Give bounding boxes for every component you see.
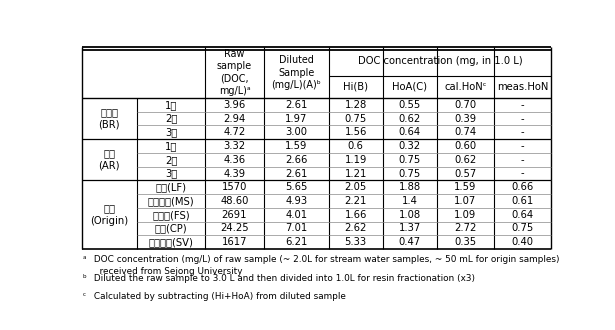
Text: 4.93: 4.93 — [285, 196, 308, 206]
Text: 1570: 1570 — [222, 182, 247, 192]
Text: 2차: 2차 — [165, 114, 177, 124]
Text: cal.HoNᶜ: cal.HoNᶜ — [444, 82, 486, 92]
Text: 수변식생(SV): 수변식생(SV) — [149, 237, 194, 247]
Text: 1.97: 1.97 — [285, 114, 308, 124]
Text: Raw
sample
(DOC,
mg/L)ᵃ: Raw sample (DOC, mg/L)ᵃ — [217, 49, 252, 96]
Text: 0.70: 0.70 — [454, 100, 477, 110]
Text: 5.33: 5.33 — [344, 237, 367, 247]
Text: 발토양(FS): 발토양(FS) — [153, 210, 190, 220]
Text: 2.72: 2.72 — [454, 223, 477, 233]
Text: 1.37: 1.37 — [399, 223, 421, 233]
Text: 2.61: 2.61 — [285, 169, 308, 179]
Text: 산림토양(MS): 산림토양(MS) — [148, 196, 194, 206]
Text: 0.40: 0.40 — [512, 237, 533, 247]
Text: Hi(B): Hi(B) — [343, 82, 368, 92]
Text: 5.65: 5.65 — [285, 182, 308, 192]
Text: 0.74: 0.74 — [454, 127, 477, 137]
Text: 0.62: 0.62 — [399, 114, 421, 124]
Text: 2차: 2차 — [165, 155, 177, 165]
Text: 2.05: 2.05 — [344, 182, 367, 192]
Text: 0.60: 0.60 — [454, 141, 477, 151]
Text: ᵇ: ᵇ — [82, 274, 86, 282]
Text: 1.59: 1.59 — [285, 141, 308, 151]
Text: 7.01: 7.01 — [285, 223, 308, 233]
Text: 1.21: 1.21 — [344, 169, 367, 179]
Text: DOC concentration (mg/L) of raw sample (~ 2.0L for stream water samples, ~ 50 mL: DOC concentration (mg/L) of raw sample (… — [91, 255, 560, 276]
Text: 0.66: 0.66 — [512, 182, 534, 192]
Text: -: - — [521, 169, 525, 179]
Text: ᵃ: ᵃ — [82, 255, 86, 264]
Text: 4.72: 4.72 — [223, 127, 245, 137]
Text: 1617: 1617 — [221, 237, 247, 247]
Text: 기원
(Origin): 기원 (Origin) — [90, 204, 129, 226]
Text: 0.39: 0.39 — [454, 114, 477, 124]
Text: 3차: 3차 — [165, 169, 177, 179]
Text: 0.75: 0.75 — [399, 155, 421, 165]
Text: 3.00: 3.00 — [285, 127, 308, 137]
Text: -: - — [521, 114, 525, 124]
Text: 1.08: 1.08 — [399, 210, 421, 220]
Text: 0.35: 0.35 — [454, 237, 477, 247]
Text: meas.HoN: meas.HoN — [497, 82, 548, 92]
Text: DOC concentration (mg, in 1.0 L): DOC concentration (mg, in 1.0 L) — [357, 56, 522, 66]
Text: -: - — [521, 155, 525, 165]
Text: 2691: 2691 — [221, 210, 247, 220]
Text: 0.55: 0.55 — [399, 100, 421, 110]
Text: 2.61: 2.61 — [285, 100, 308, 110]
Text: 1.59: 1.59 — [454, 182, 477, 192]
Text: Diluted the raw sample to 3.0 L and then divided into 1.0L for resin fractionati: Diluted the raw sample to 3.0 L and then… — [91, 274, 475, 282]
Text: Diluted
Sample
(mg/L)(A)ᵇ: Diluted Sample (mg/L)(A)ᵇ — [271, 55, 321, 90]
Text: 48.60: 48.60 — [220, 196, 248, 206]
Text: 1.4: 1.4 — [402, 196, 418, 206]
Text: 퇴비(CP): 퇴비(CP) — [155, 223, 188, 233]
Text: 0.32: 0.32 — [399, 141, 421, 151]
Text: 4.36: 4.36 — [223, 155, 245, 165]
Text: 낙엽(LF): 낙엽(LF) — [156, 182, 186, 192]
Text: 0.62: 0.62 — [454, 155, 477, 165]
Text: 0.61: 0.61 — [512, 196, 534, 206]
Text: 1.28: 1.28 — [344, 100, 367, 110]
Text: 강우
(AR): 강우 (AR) — [98, 148, 120, 171]
Text: 1.19: 1.19 — [344, 155, 367, 165]
Text: 2.21: 2.21 — [344, 196, 367, 206]
Text: 4.39: 4.39 — [223, 169, 245, 179]
Text: 0.64: 0.64 — [512, 210, 534, 220]
Text: 3.96: 3.96 — [223, 100, 245, 110]
Text: 1차: 1차 — [165, 141, 177, 151]
Text: 2.94: 2.94 — [223, 114, 245, 124]
Text: 0.64: 0.64 — [399, 127, 421, 137]
Text: 1.09: 1.09 — [454, 210, 477, 220]
Text: 0.75: 0.75 — [344, 114, 367, 124]
Text: Calculated by subtracting (Hi+HoA) from diluted sample: Calculated by subtracting (Hi+HoA) from … — [91, 292, 346, 301]
Text: 4.01: 4.01 — [285, 210, 308, 220]
Text: 2.62: 2.62 — [344, 223, 367, 233]
Text: 1.66: 1.66 — [344, 210, 367, 220]
Text: -: - — [521, 141, 525, 151]
Text: 2.66: 2.66 — [285, 155, 308, 165]
Text: 6.21: 6.21 — [285, 237, 308, 247]
Text: 24.25: 24.25 — [220, 223, 248, 233]
Text: 1.07: 1.07 — [454, 196, 477, 206]
Text: 0.75: 0.75 — [512, 223, 534, 233]
Text: 0.75: 0.75 — [399, 169, 421, 179]
Text: HoA(C): HoA(C) — [392, 82, 427, 92]
Text: 3차: 3차 — [165, 127, 177, 137]
Text: 1차: 1차 — [165, 100, 177, 110]
Text: ᶜ: ᶜ — [82, 292, 86, 301]
Text: 3.32: 3.32 — [223, 141, 245, 151]
Text: 0.47: 0.47 — [399, 237, 421, 247]
Text: 비강우
(BR): 비강우 (BR) — [98, 108, 120, 130]
Text: 1.56: 1.56 — [344, 127, 367, 137]
Text: 1.88: 1.88 — [399, 182, 421, 192]
Text: -: - — [521, 100, 525, 110]
Text: -: - — [521, 127, 525, 137]
Text: 0.6: 0.6 — [347, 141, 363, 151]
Text: 0.57: 0.57 — [454, 169, 477, 179]
